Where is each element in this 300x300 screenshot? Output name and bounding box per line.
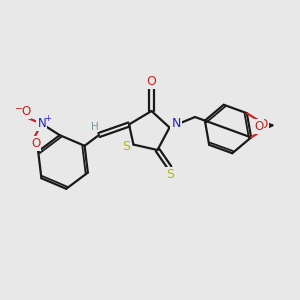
Text: −: − xyxy=(15,104,23,114)
Text: S: S xyxy=(122,140,130,154)
Text: O: O xyxy=(21,105,31,118)
Text: O: O xyxy=(147,75,156,88)
Text: N: N xyxy=(171,117,181,130)
Text: O: O xyxy=(259,118,268,131)
Text: S: S xyxy=(166,167,174,181)
Text: O: O xyxy=(31,137,40,150)
Text: H: H xyxy=(91,122,98,132)
Text: O: O xyxy=(254,120,263,133)
Text: +: + xyxy=(44,114,51,123)
Text: N: N xyxy=(38,117,46,130)
